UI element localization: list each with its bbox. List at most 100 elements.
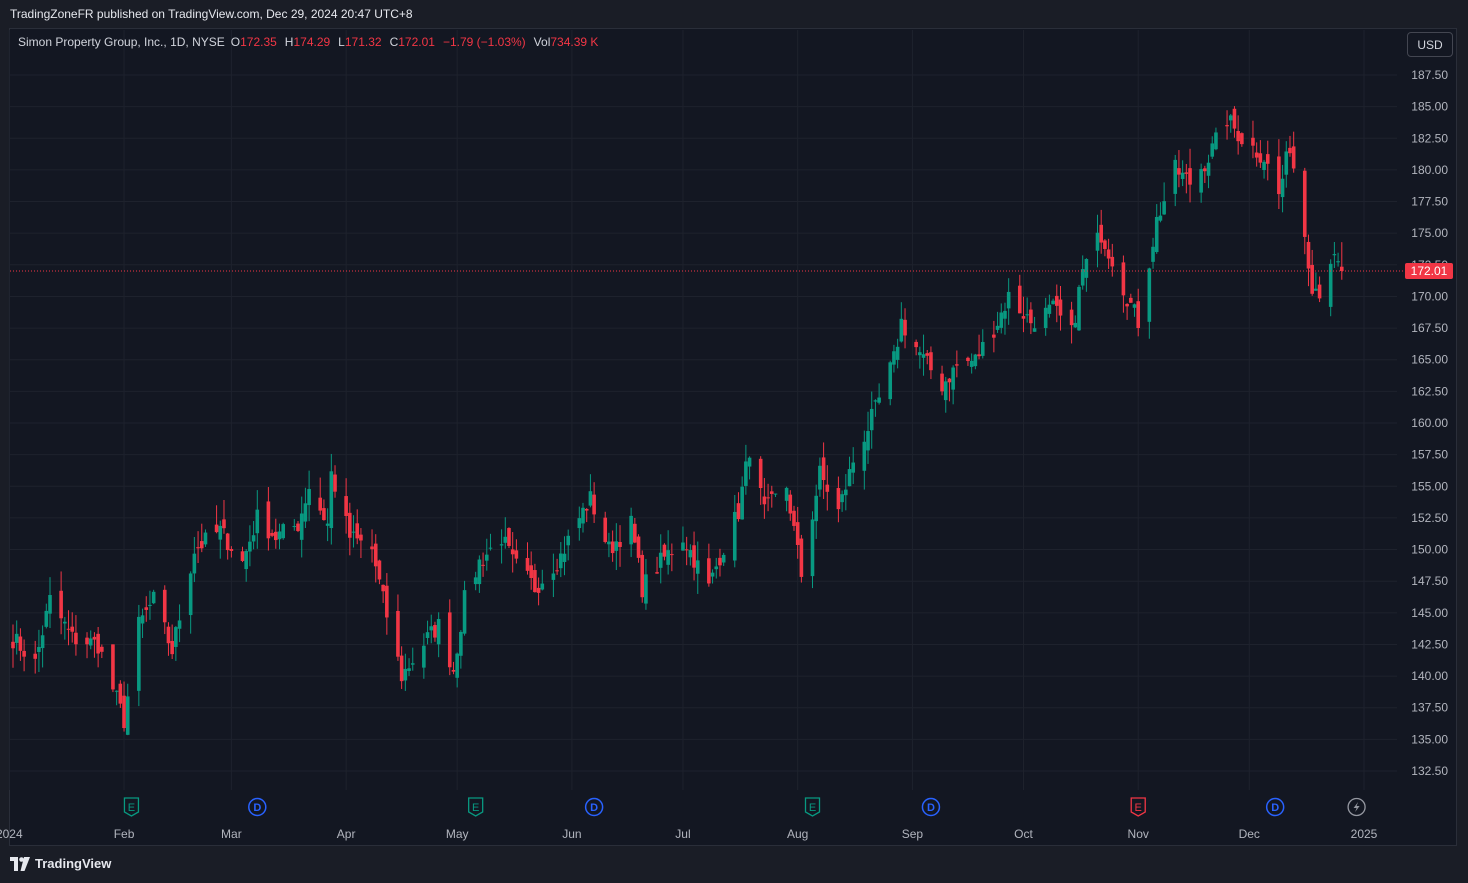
candle-body <box>451 669 456 672</box>
candle-body <box>899 318 904 342</box>
candle-body <box>1154 216 1159 252</box>
candle-body <box>1147 268 1152 322</box>
candle-body <box>462 590 467 634</box>
candle-body <box>995 325 1000 330</box>
dividend-marker-label: D <box>927 802 935 814</box>
candle-body <box>1291 146 1296 169</box>
candle-body <box>37 646 41 652</box>
candle-body <box>707 558 711 584</box>
candle-body <box>248 541 252 552</box>
candle-body <box>1121 262 1126 296</box>
x-tick-label: Oct <box>1014 827 1033 841</box>
last-price-label: 172.01 <box>1411 264 1448 278</box>
y-tick-label: 162.50 <box>1411 384 1448 398</box>
candle-body <box>410 663 415 665</box>
candle-body <box>100 646 104 652</box>
candle-body <box>903 319 907 336</box>
candle-body <box>144 607 149 610</box>
candle-body <box>1180 172 1185 179</box>
y-tick-label: 147.50 <box>1411 574 1448 588</box>
candle-body <box>44 610 49 627</box>
x-tick-label: Dec <box>1239 827 1260 841</box>
y-tick-label: 170.00 <box>1411 289 1448 303</box>
candle-body <box>940 373 944 392</box>
candle-body <box>251 535 256 542</box>
last-price-badge <box>1405 263 1453 280</box>
candle-body <box>148 604 152 606</box>
candle-body <box>525 558 530 571</box>
candle-body <box>214 524 219 533</box>
candle-body <box>1284 151 1289 175</box>
candle-body <box>1317 284 1322 299</box>
dividend-marker-label: D <box>590 802 598 814</box>
candle-body <box>66 628 71 630</box>
candle-body <box>1258 153 1263 163</box>
candle-body <box>992 334 996 338</box>
candle-body <box>581 507 585 524</box>
y-tick-label: 175.00 <box>1411 226 1448 240</box>
candle-body <box>566 535 571 546</box>
candle-body <box>351 531 356 533</box>
candle-body <box>499 544 504 546</box>
candle-body <box>1029 309 1033 324</box>
y-tick-label: 185.00 <box>1411 100 1448 114</box>
candle-body <box>1265 154 1270 164</box>
candle-body <box>359 534 363 541</box>
candle-body <box>736 503 741 520</box>
candle-body <box>692 545 696 568</box>
earnings-marker-label: E <box>809 802 816 814</box>
candle-body <box>732 511 737 561</box>
candle-body <box>1236 131 1240 142</box>
candle-body <box>795 522 800 545</box>
candle-body <box>1125 303 1129 307</box>
candle-body <box>381 584 385 592</box>
candle-body <box>873 400 878 402</box>
candle-body <box>1017 285 1022 314</box>
candle-body <box>1162 201 1166 215</box>
candle-body <box>344 496 348 517</box>
candle-body <box>270 532 274 536</box>
candle-body <box>784 487 789 501</box>
candle-body <box>536 587 541 593</box>
candle-body <box>114 690 119 692</box>
candle-body <box>529 565 533 579</box>
candle-body <box>329 471 334 529</box>
currency-button[interactable]: USD <box>1407 32 1453 57</box>
candle-body <box>447 612 452 668</box>
candle-body <box>484 554 489 561</box>
low-label: L <box>338 35 345 49</box>
candle-body <box>1069 309 1074 326</box>
y-tick-label: 157.50 <box>1411 448 1448 462</box>
candle-body <box>977 354 981 357</box>
earnings-marker-label: E <box>1135 802 1142 814</box>
candle-body <box>22 650 26 657</box>
candle-body <box>610 541 615 554</box>
candle-body <box>303 503 308 522</box>
candle-body <box>769 491 774 494</box>
x-tick-label: Sep <box>902 827 924 841</box>
candle-body <box>603 517 608 542</box>
x-tick-label: Jul <box>675 827 690 841</box>
candle-body <box>929 352 933 371</box>
candle-body <box>629 515 633 545</box>
candle-body <box>636 536 641 558</box>
candle-body <box>584 508 589 511</box>
candle-body <box>74 632 78 645</box>
earnings-marker-icon <box>123 797 140 817</box>
dividend-marker-label: D <box>1271 802 1279 814</box>
y-tick-label: 132.50 <box>1411 764 1448 778</box>
x-tick-label: Aug <box>787 827 808 841</box>
candle-body <box>1095 232 1100 251</box>
candle-body <box>407 668 411 671</box>
candle-body <box>396 610 400 657</box>
candle-body <box>721 554 726 563</box>
candle-body <box>59 590 63 619</box>
earnings-marker-label: E <box>472 802 479 814</box>
candle-body <box>166 626 171 644</box>
candle-body <box>551 573 556 580</box>
candle-body <box>18 636 23 651</box>
candle-body <box>714 566 719 570</box>
candle-body <box>814 495 818 522</box>
candle-body <box>88 638 93 646</box>
